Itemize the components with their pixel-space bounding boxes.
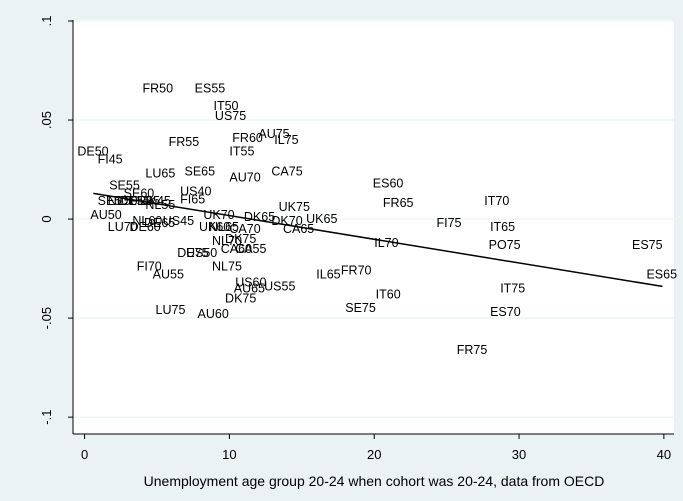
- point-label: FR65: [383, 196, 414, 210]
- point-label: CA65: [283, 222, 314, 236]
- point-label: DE55: [119, 194, 150, 208]
- point-label: NL60: [132, 214, 162, 228]
- point-label: CA60: [221, 242, 252, 256]
- x-tick-label: 10: [222, 447, 236, 462]
- point-label: UK65: [306, 212, 337, 226]
- point-label: DE75: [177, 246, 208, 260]
- point-label: US50: [186, 246, 217, 260]
- point-label: FR55: [169, 135, 200, 149]
- point-label: DE50: [77, 145, 108, 159]
- point-label: AU70: [229, 170, 260, 184]
- point-label: US45: [163, 214, 194, 228]
- point-label: NL55: [145, 198, 175, 212]
- y-tick-label: .05: [39, 111, 54, 129]
- point-label: AU50: [90, 208, 121, 222]
- point-label: SE60: [124, 186, 155, 200]
- point-label: CA70: [229, 222, 260, 236]
- point-label: PO75: [489, 238, 521, 252]
- point-label: SE55: [109, 178, 140, 192]
- point-label: CA75: [271, 165, 302, 179]
- point-label: US75: [215, 109, 246, 123]
- point-label: US60: [235, 275, 266, 289]
- point-label: IT60: [376, 287, 401, 301]
- point-label: NL50: [108, 194, 138, 208]
- point-label: UK60: [199, 220, 230, 234]
- gridlines: [73, 20, 674, 418]
- point-label: UK75: [279, 200, 310, 214]
- point-label: IL65: [316, 268, 340, 282]
- point-label: FR35: [129, 194, 160, 208]
- point-label: DK75: [225, 291, 256, 305]
- point-label: FI70: [137, 260, 162, 274]
- point-label: FI65: [180, 192, 205, 206]
- plot-area: [73, 20, 674, 434]
- point-label: NL75: [212, 260, 242, 274]
- point-label: FR50: [143, 81, 174, 95]
- point-label: DK45: [140, 194, 171, 208]
- y-tick-label: 0: [39, 215, 54, 222]
- point-label: US40: [180, 184, 211, 198]
- point-label: NL70: [212, 234, 242, 248]
- point-label: FR75: [457, 343, 488, 357]
- x-tick-label: 40: [657, 447, 671, 462]
- point-label: ES75: [632, 238, 663, 252]
- point-label: DE60: [129, 220, 160, 234]
- point-label: IT70: [484, 194, 509, 208]
- point-label: FR70: [341, 264, 372, 278]
- point-label: SE65: [185, 165, 216, 179]
- x-tick-label: 0: [81, 447, 88, 462]
- point-label: ES65: [646, 268, 677, 282]
- point-label: FI45: [98, 153, 123, 167]
- point-label: IL75: [274, 133, 298, 147]
- point-label: LU75: [156, 303, 186, 317]
- point-label: DK75: [225, 232, 256, 246]
- point-label: SE50: [98, 194, 129, 208]
- x-tick-label: 20: [367, 447, 381, 462]
- x-tick-label: 30: [512, 447, 526, 462]
- x-axis-label: Unemployment age group 20-24 when cohort…: [144, 473, 605, 489]
- axes: -.1 -.05 0 .05 .1 0 10 20 30 40: [39, 16, 674, 462]
- point-label: IT50: [213, 99, 238, 113]
- point-label: DK70: [271, 214, 302, 228]
- point-label: ES70: [490, 305, 521, 319]
- fit-line-group: [93, 192, 663, 288]
- point-label: AU60: [198, 307, 229, 321]
- point-label: IT65: [490, 220, 515, 234]
- point-label: FI75: [436, 216, 461, 230]
- point-label: CA55: [235, 242, 266, 256]
- point-label: UK70: [203, 208, 234, 222]
- y-tick-label: -.05: [39, 307, 54, 329]
- point-label: ES60: [373, 176, 404, 190]
- point-label: FR60: [232, 131, 263, 145]
- point-label: LU65: [145, 167, 175, 181]
- point-label: IT55: [229, 145, 254, 159]
- point-label: SE75: [345, 301, 376, 315]
- point-label: LU70: [108, 220, 138, 234]
- y-tick-label: -.1: [39, 410, 54, 425]
- point-label: AU55: [153, 268, 184, 282]
- point-label: IL70: [374, 236, 398, 250]
- point-label: DK65: [244, 210, 275, 224]
- fit-line: [93, 192, 663, 288]
- point-label: US55: [264, 279, 295, 293]
- point-label: AU65: [234, 281, 265, 295]
- point-label: AU75: [258, 127, 289, 141]
- point-label: DE65: [144, 216, 175, 230]
- y-tick-label: .1: [39, 16, 54, 27]
- point-label: IT75: [500, 281, 525, 295]
- point-label: ES55: [195, 81, 226, 95]
- point-label: NL65: [209, 220, 239, 234]
